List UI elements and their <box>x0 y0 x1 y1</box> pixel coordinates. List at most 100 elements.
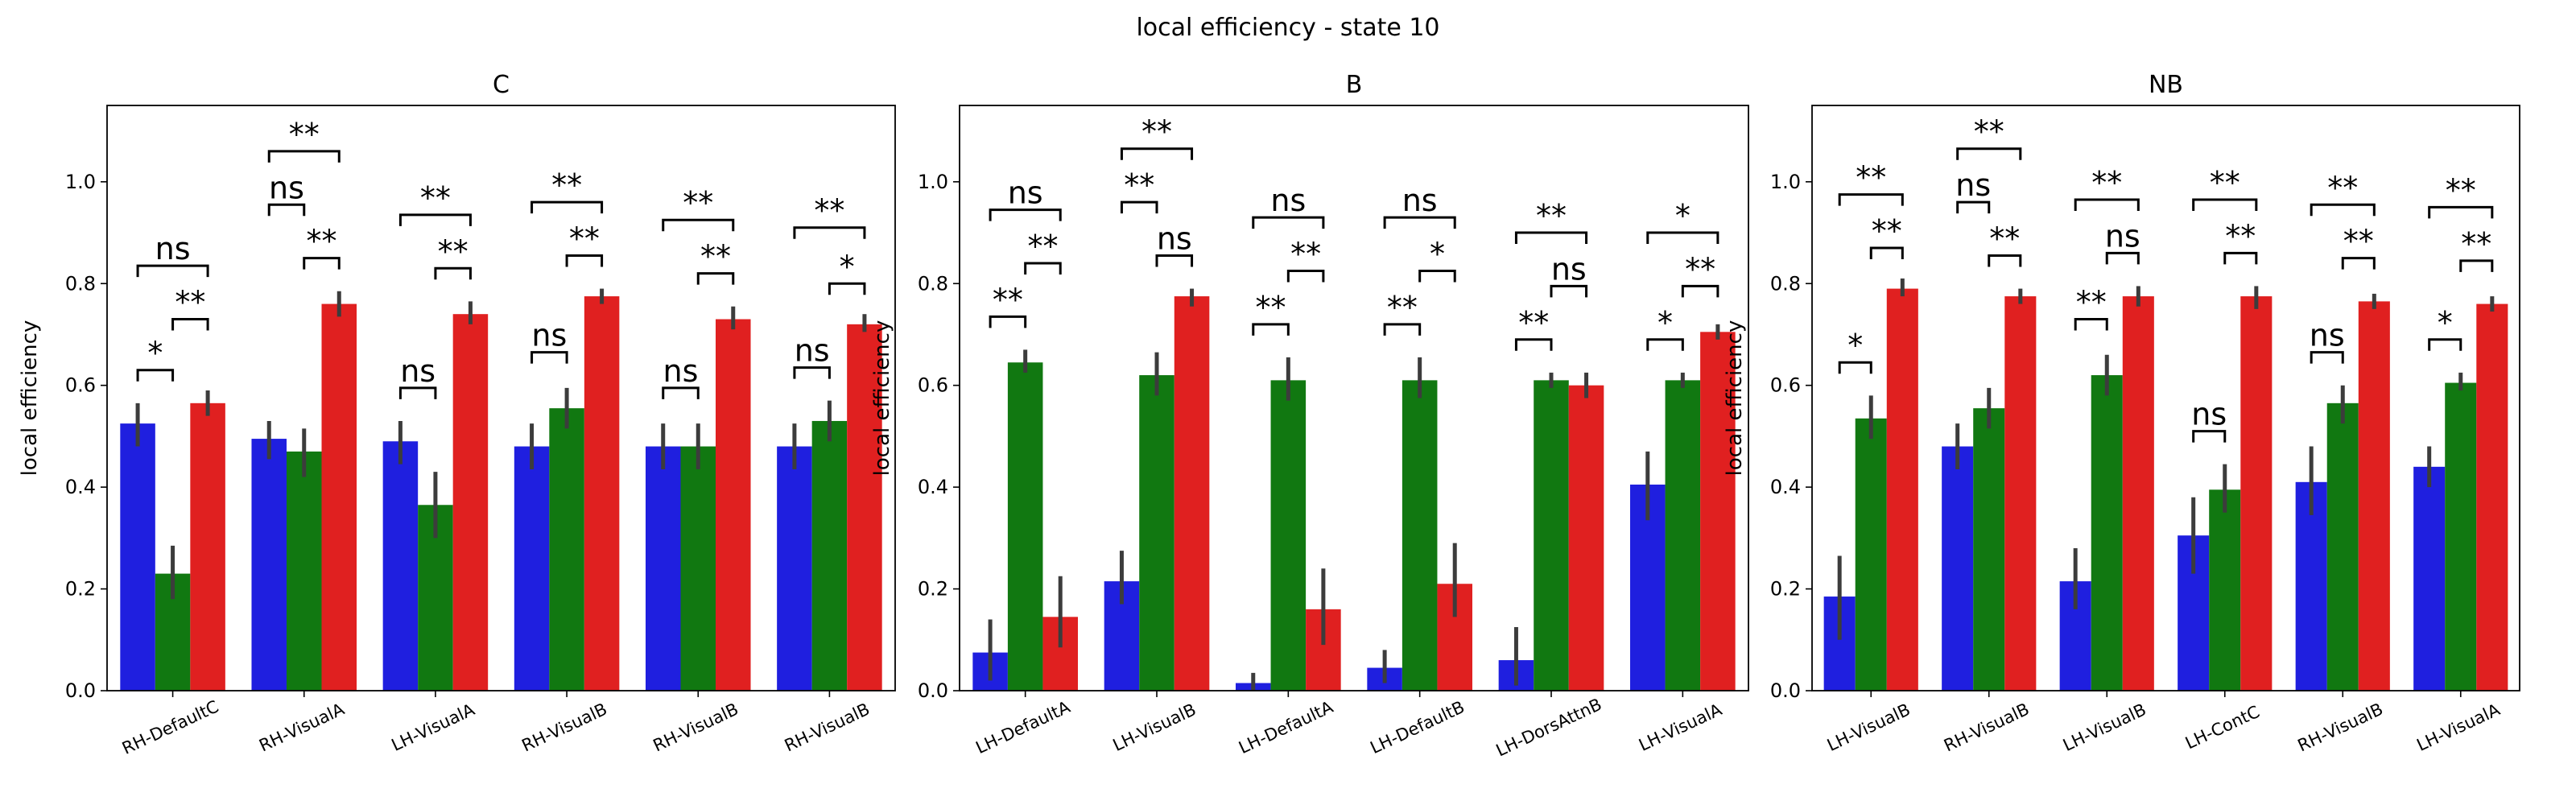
significance-label: * <box>1657 305 1673 341</box>
y-tick-label: 0.8 <box>65 272 96 295</box>
bar <box>2326 402 2359 691</box>
significance-label: * <box>1847 328 1863 363</box>
y-tick-label: 0.6 <box>65 374 96 397</box>
bar <box>680 446 716 691</box>
significance-bracket <box>793 366 831 379</box>
bar <box>1942 446 1974 691</box>
significance-label: ** <box>1256 290 1286 325</box>
significance-bracket <box>1869 246 1904 260</box>
significance-label: ** <box>2343 224 2374 259</box>
y-tick-label: 0.4 <box>1770 476 1801 498</box>
y-tick-label: 0.4 <box>918 476 948 498</box>
significance-label: ** <box>814 193 844 229</box>
bar <box>1139 375 1174 691</box>
bar <box>1855 418 1887 691</box>
significance-bracket <box>1418 269 1456 283</box>
y-tick-label: 0.4 <box>65 476 96 498</box>
y-tick-label: 0.2 <box>1770 578 1801 601</box>
y-axis-label: local efficiency <box>870 320 894 477</box>
subplot-2: NB local efficiency 0.0 0.2 0.4 0.6 0.8 1.0 LH-V… <box>1723 71 2520 756</box>
bar <box>1402 380 1438 691</box>
significance-bracket <box>2459 259 2494 272</box>
significance-label: ** <box>1856 160 1886 196</box>
significance-bracket <box>267 150 341 163</box>
x-tick-label: RH-DefaultC <box>119 696 221 758</box>
significance-bracket <box>1956 147 2022 160</box>
x-tick-label: LH-VisualB <box>2060 700 2149 755</box>
significance-bracket <box>989 315 1027 328</box>
y-tick-label: 1.0 <box>1770 171 1801 193</box>
significance-label: ** <box>2210 165 2240 200</box>
bar <box>1270 380 1307 691</box>
significance-bracket <box>828 282 866 295</box>
bar <box>1534 380 1569 691</box>
significance-bracket <box>398 213 472 226</box>
y-tick-label: 0.2 <box>918 578 948 601</box>
significance-label: ** <box>2076 285 2107 320</box>
bar <box>584 296 620 691</box>
significance-bracket <box>662 218 735 232</box>
bar <box>2004 296 2037 691</box>
significance-bracket <box>303 257 341 270</box>
x-tick-label: RH-VisualB <box>1941 700 2032 756</box>
significance-bracket <box>989 208 1062 221</box>
x-tick-label: LH-DefaultB <box>1367 697 1468 758</box>
significance-label: ** <box>1989 221 2020 256</box>
bar <box>2358 301 2390 691</box>
bar <box>452 314 489 691</box>
significance-bracket <box>1838 193 1904 206</box>
significance-label: * <box>2438 305 2453 341</box>
bar <box>251 439 287 691</box>
significance-bracket <box>2192 430 2227 443</box>
significance-label: ** <box>2327 170 2358 205</box>
significance-label: ns <box>1955 167 1991 203</box>
x-tick-label: LH-DorsAttnB <box>1493 695 1605 761</box>
bar <box>1973 408 2005 691</box>
significance-bracket <box>793 226 866 239</box>
significance-label: * <box>1430 236 1445 271</box>
significance-bracket <box>1988 254 2022 267</box>
significance-label: ns <box>1157 221 1192 256</box>
significance-label: ** <box>438 233 469 269</box>
significance-bracket <box>2074 318 2108 331</box>
significance-bracket <box>2074 198 2140 211</box>
significance-label: * <box>840 249 855 284</box>
significance-bracket <box>2192 198 2258 211</box>
significance-label: ns <box>1551 251 1587 287</box>
significance-bracket <box>2105 251 2140 265</box>
bar <box>2122 296 2154 691</box>
x-tick-label: RH-VisualB <box>518 700 609 756</box>
x-tick-label: LH-VisualB <box>1110 700 1199 755</box>
bar <box>1700 332 1736 691</box>
significance-label: ** <box>1141 114 1172 150</box>
significance-bracket <box>1252 216 1325 229</box>
significance-label: ns <box>1270 183 1306 218</box>
subplot-title: B <box>1346 71 1363 99</box>
plot-frame <box>1811 105 2520 691</box>
significance-label: ** <box>175 285 205 320</box>
significance-label: ** <box>420 180 451 216</box>
significance-bracket <box>398 386 437 399</box>
plot-frame <box>959 105 1749 691</box>
significance-label: ns <box>795 333 830 369</box>
y-tick-label: 1.0 <box>65 171 96 193</box>
bar <box>382 441 419 691</box>
bar <box>1665 380 1701 691</box>
significance-label: ** <box>1387 290 1418 325</box>
significance-bracket <box>1646 338 1684 351</box>
bar <box>1568 385 1604 691</box>
significance-label: ns <box>531 318 567 353</box>
significance-bracket <box>1514 338 1553 351</box>
significance-bracket <box>171 318 209 331</box>
bar <box>2295 481 2327 691</box>
significance-bracket <box>662 386 700 399</box>
x-tick-label: LH-DefaultA <box>1236 697 1336 758</box>
bar <box>811 420 848 691</box>
significance-bracket <box>696 272 735 285</box>
y-tick-label: 0.6 <box>1770 374 1801 397</box>
bar <box>847 324 882 691</box>
significance-bracket <box>2341 257 2376 270</box>
significance-label: ** <box>2461 226 2491 262</box>
